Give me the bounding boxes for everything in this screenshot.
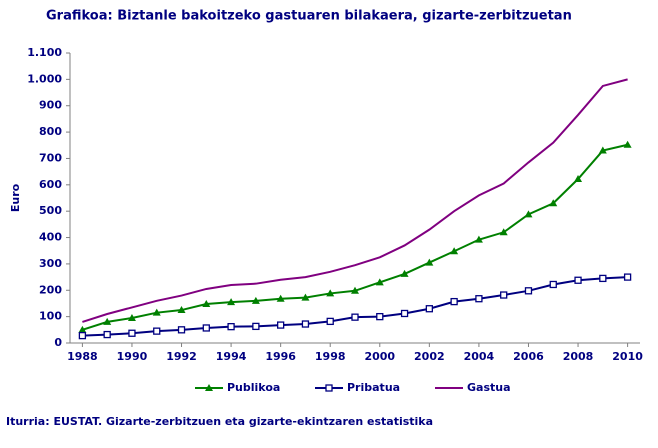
x-tick-label: 2000 xyxy=(364,350,395,363)
point xyxy=(623,273,632,281)
point xyxy=(103,330,111,339)
point xyxy=(598,146,607,154)
x-tick-label: 1992 xyxy=(166,350,197,363)
y-tick-label: 200 xyxy=(39,283,62,296)
point xyxy=(400,269,409,277)
y-tick-label: 800 xyxy=(39,125,62,138)
y-tick-label: 400 xyxy=(39,231,62,244)
point xyxy=(474,235,483,243)
point xyxy=(499,228,508,236)
point xyxy=(326,289,335,297)
point xyxy=(301,320,310,328)
y-tick-label: 1.000 xyxy=(27,72,62,85)
point xyxy=(326,317,334,326)
point xyxy=(301,293,310,301)
point xyxy=(351,286,359,294)
y-tick-label: 700 xyxy=(39,151,62,164)
point xyxy=(177,326,186,334)
point xyxy=(227,323,235,331)
x-tick-label: 2006 xyxy=(513,350,544,363)
y-tick-label: 600 xyxy=(39,178,62,191)
point xyxy=(78,325,87,333)
legend-marker xyxy=(325,384,333,392)
point xyxy=(128,329,136,337)
point xyxy=(202,324,210,332)
x-tick-label: 1990 xyxy=(117,350,148,363)
point xyxy=(227,298,236,306)
point xyxy=(599,274,607,283)
chart-title: Grafikoa: Biztanle bakoitzeko gastuaren … xyxy=(46,9,572,24)
point xyxy=(376,312,384,321)
point xyxy=(524,210,533,218)
point xyxy=(276,294,285,302)
point xyxy=(153,327,161,335)
point xyxy=(450,247,459,255)
source-note: Iturria: EUSTAT. Gizarte-zerbitzuen eta … xyxy=(6,415,433,428)
y-tick-label: 100 xyxy=(39,310,62,323)
y-tick-label: 900 xyxy=(39,99,62,112)
point xyxy=(574,276,582,284)
point xyxy=(425,258,434,266)
point xyxy=(277,321,285,329)
point xyxy=(252,322,260,331)
y-tick-label: 300 xyxy=(39,257,62,270)
series-line xyxy=(82,276,628,337)
y-tick-label: 0 xyxy=(54,336,62,349)
point xyxy=(450,297,458,306)
series-line xyxy=(82,78,628,323)
x-tick-label: 1996 xyxy=(265,350,296,363)
x-tick-label: 1994 xyxy=(216,350,247,363)
legend-label: Gastua xyxy=(467,381,511,394)
y-tick-label: 1.100 xyxy=(27,46,62,59)
legend-label: Publikoa xyxy=(227,381,280,394)
point xyxy=(78,331,87,340)
point xyxy=(549,199,558,207)
point xyxy=(574,175,583,183)
y-tick-label: 500 xyxy=(39,204,62,217)
y-axis-label: Euro xyxy=(9,183,22,212)
legend-label: Pribatua xyxy=(347,381,400,394)
x-tick-label: 2010 xyxy=(612,350,643,363)
point xyxy=(475,295,483,303)
point xyxy=(500,291,508,299)
series-line xyxy=(82,143,628,331)
point xyxy=(375,278,384,286)
point xyxy=(103,317,112,325)
point xyxy=(251,296,260,304)
x-tick-label: 1998 xyxy=(315,350,346,363)
x-tick-label: 2004 xyxy=(464,350,495,363)
point xyxy=(549,280,557,289)
point xyxy=(524,287,533,295)
x-tick-label: 1988 xyxy=(67,350,98,363)
point xyxy=(177,306,186,314)
point xyxy=(425,305,433,313)
point xyxy=(623,140,632,148)
point xyxy=(400,309,409,318)
point xyxy=(152,308,161,316)
point xyxy=(351,313,359,321)
x-tick-label: 2008 xyxy=(563,350,594,363)
x-tick-label: 2002 xyxy=(414,350,445,363)
point xyxy=(202,299,211,307)
legend-marker xyxy=(205,384,213,391)
point xyxy=(127,313,136,321)
